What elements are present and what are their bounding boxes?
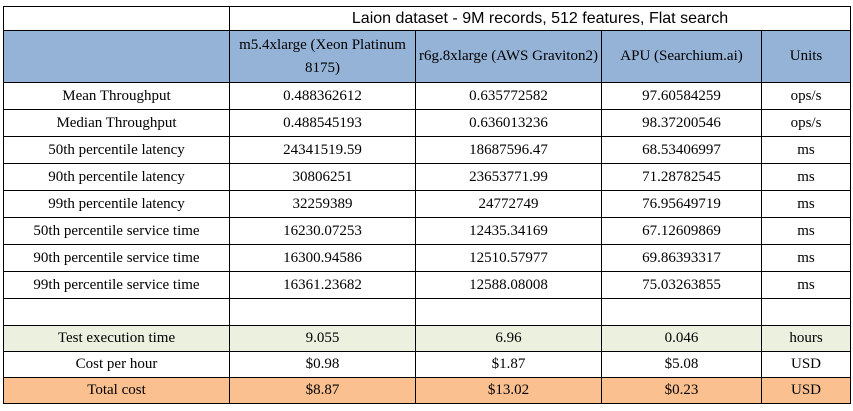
column-header-row: m5.4xlarge (Xeon Platinum 8175) r6g.8xla… (3, 30, 851, 83)
table-cell: $1.87 (415, 351, 602, 378)
column-header: r6g.8xlarge (AWS Graviton2) (415, 30, 602, 83)
row-label: Mean Throughput (3, 82, 230, 110)
table-cell: 12435.34169 (415, 217, 602, 245)
table-cell: ms (761, 271, 851, 299)
empty-cell (601, 298, 762, 326)
table-cell: USD (761, 351, 851, 378)
table-row: Mean Throughput 0.488362612 0.635772582 … (3, 82, 851, 110)
table-cell: $0.23 (601, 377, 762, 404)
empty-cell (415, 298, 602, 326)
table-cell: 16361.23682 (229, 271, 416, 299)
total-cost-row: Total cost $8.87 $13.02 $0.23 USD (3, 377, 851, 404)
row-label: 50th percentile service time (3, 217, 230, 245)
table-cell: 12510.57977 (415, 244, 602, 272)
table-cell: 16230.07253 (229, 217, 416, 245)
table-cell: 68.53406997 (601, 136, 762, 164)
column-header: m5.4xlarge (Xeon Platinum 8175) (229, 30, 416, 83)
table-cell: 97.60584259 (601, 82, 762, 110)
row-label: Test execution time (3, 325, 230, 352)
table-cell: ops/s (761, 82, 851, 110)
cost-per-hour-row: Cost per hour $0.98 $1.87 $5.08 USD (3, 351, 851, 378)
table-cell: $8.87 (229, 377, 416, 404)
table-cell: 71.28782545 (601, 163, 762, 191)
table-cell: ops/s (761, 109, 851, 137)
table-cell: $13.02 (415, 377, 602, 404)
empty-cell (3, 298, 230, 326)
table-row: 90th percentile latency 30806251 2365377… (3, 163, 851, 191)
row-label: Median Throughput (3, 109, 230, 137)
row-label: 50th percentile latency (3, 136, 230, 164)
table-cell: 0.636013236 (415, 109, 602, 137)
table-cell: 67.12609869 (601, 217, 762, 245)
table-row: 99th percentile latency 32259389 2477274… (3, 190, 851, 218)
table-cell: 76.95649719 (601, 190, 762, 218)
table-cell: 18687596.47 (415, 136, 602, 164)
table-cell: $0.98 (229, 351, 416, 378)
table-cell: 24772749 (415, 190, 602, 218)
table-cell: 75.03263855 (601, 271, 762, 299)
row-label: 90th percentile service time (3, 244, 230, 272)
table-row: Median Throughput 0.488545193 0.63601323… (3, 109, 851, 137)
table-cell: 0.635772582 (415, 82, 602, 110)
table-cell: 12588.08008 (415, 271, 602, 299)
table-cell: 16300.94586 (229, 244, 416, 272)
empty-corner-cell (3, 6, 230, 31)
table-title: Laion dataset - 9M records, 512 features… (229, 6, 851, 31)
row-label: Total cost (3, 377, 230, 404)
table-cell: 23653771.99 (415, 163, 602, 191)
row-label: 90th percentile latency (3, 163, 230, 191)
spacer-row (3, 298, 851, 326)
row-label: Cost per hour (3, 351, 230, 378)
table-cell: 6.96 (415, 325, 602, 352)
table-cell: $5.08 (601, 351, 762, 378)
table-cell: 0.488545193 (229, 109, 416, 137)
title-row: Laion dataset - 9M records, 512 features… (3, 6, 851, 31)
table-cell: 30806251 (229, 163, 416, 191)
table-row: 90th percentile service time 16300.94586… (3, 244, 851, 272)
table-cell: 9.055 (229, 325, 416, 352)
table-cell: 69.86393317 (601, 244, 762, 272)
table-row: 99th percentile service time 16361.23682… (3, 271, 851, 299)
table-cell: 0.046 (601, 325, 762, 352)
table-cell: ms (761, 217, 851, 245)
table-cell: 98.37200546 (601, 109, 762, 137)
table-cell: 32259389 (229, 190, 416, 218)
execution-time-row: Test execution time 9.055 6.96 0.046 hou… (3, 325, 851, 352)
table-cell: ms (761, 244, 851, 272)
empty-cell (761, 298, 851, 326)
column-header: Units (761, 30, 851, 83)
table-cell: 24341519.59 (229, 136, 416, 164)
empty-cell (229, 298, 416, 326)
table-cell: ms (761, 136, 851, 164)
table-cell: USD (761, 377, 851, 404)
table-cell: ms (761, 163, 851, 191)
table-row: 50th percentile service time 16230.07253… (3, 217, 851, 245)
row-label: 99th percentile latency (3, 190, 230, 218)
header-empty-cell (3, 30, 230, 83)
column-header: APU (Searchium.ai) (601, 30, 762, 83)
benchmark-table: Laion dataset - 9M records, 512 features… (3, 6, 851, 404)
table-cell: 0.488362612 (229, 82, 416, 110)
row-label: 99th percentile service time (3, 271, 230, 299)
table-cell: ms (761, 190, 851, 218)
table-row: 50th percentile latency 24341519.59 1868… (3, 136, 851, 164)
table-cell: hours (761, 325, 851, 352)
